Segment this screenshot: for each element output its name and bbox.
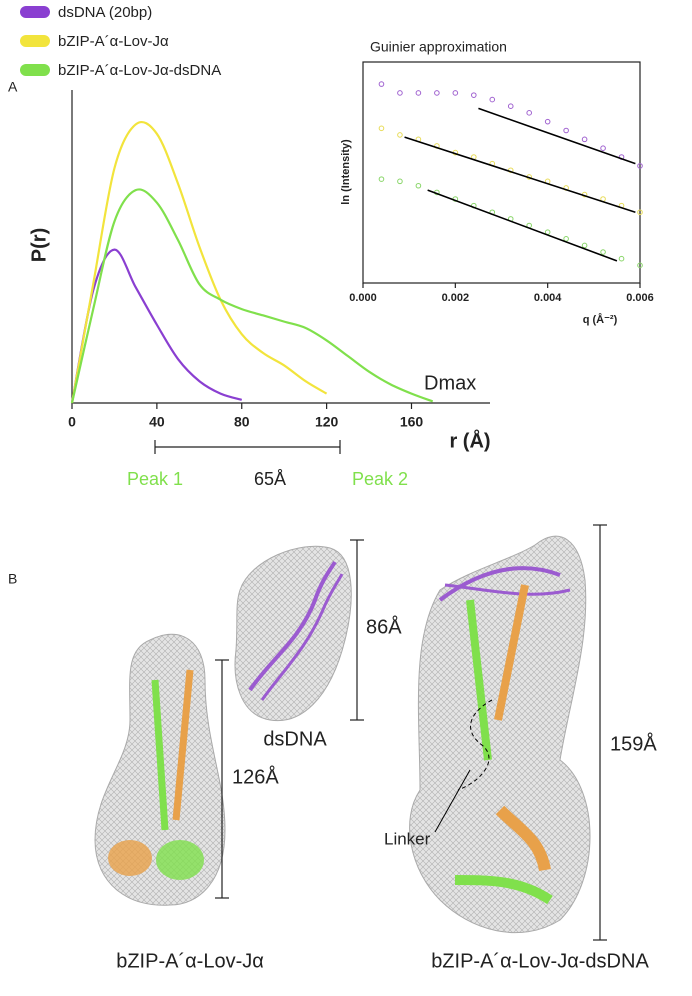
x-tick-label: 0.002	[442, 292, 470, 304]
data-point	[637, 163, 643, 169]
legend-label: dsDNA (20bp)	[58, 4, 152, 21]
data-point	[489, 96, 496, 103]
data-point	[600, 249, 606, 255]
data-point	[581, 136, 588, 143]
x-tick-label: 0.000	[349, 292, 377, 304]
distance-label: 65Å	[254, 469, 286, 489]
fit-line	[478, 107, 636, 165]
x-tick-label: 80	[234, 414, 250, 430]
data-point	[378, 125, 385, 132]
data-point	[637, 262, 643, 269]
data-point	[397, 90, 403, 96]
peak-label: Peak 1	[127, 469, 183, 489]
x-tick-label: 40	[149, 414, 165, 430]
y-axis-label: P(r)	[28, 228, 50, 262]
inset-y-label: ln (Intensity)	[340, 139, 352, 205]
data-point	[526, 110, 533, 116]
data-point	[397, 132, 403, 138]
structure-name: bZIP-A´α-Lov-Jα-dsDNA	[431, 950, 649, 972]
data-point	[452, 90, 459, 96]
dsdna-structure	[234, 545, 352, 722]
data-point	[378, 176, 385, 182]
data-point	[434, 90, 440, 96]
data-point	[618, 255, 625, 262]
legend: dsDNA (20bp) bZIP-A´α-Lov-Jα bZIP-A´α-Lov-…	[20, 4, 221, 79]
dimension-label: 126Å	[232, 765, 279, 788]
data-point	[600, 145, 606, 151]
dimension-label: 86Å	[366, 615, 402, 638]
data-point	[397, 178, 403, 185]
legend-label: bZIP-A´α-Lov-Jα	[58, 33, 169, 50]
complex-structure	[409, 535, 591, 934]
data-point	[507, 103, 514, 109]
data-point	[415, 90, 422, 96]
dmax-label: Dmax	[424, 372, 476, 394]
scale-bars	[215, 524, 607, 941]
structure-name: bZIP-A´α-Lov-Jα	[116, 950, 264, 972]
linker-label: Linker	[384, 829, 431, 848]
fit-line	[427, 189, 618, 262]
data-point	[637, 209, 643, 216]
x-tick-label: 0	[68, 414, 76, 430]
x-tick-label: 120	[315, 414, 339, 430]
legend-swatch	[20, 35, 50, 47]
panel-label: B	[8, 571, 17, 587]
data-point	[544, 118, 551, 125]
x-tick-label: 0.006	[626, 292, 654, 304]
panel-label: A	[8, 79, 18, 95]
distance-bar	[154, 440, 341, 454]
dimension-label: 159Å	[610, 732, 657, 755]
inset-title: Guinier approximation	[370, 39, 507, 55]
data-point	[581, 242, 588, 249]
structure-name: dsDNA	[263, 728, 327, 750]
fit-line	[404, 136, 636, 214]
legend-label: bZIP-A´α-Lov-Jα-dsDNA	[58, 62, 221, 79]
x-axis-label: r (Å)	[449, 428, 490, 452]
x-tick-label: 160	[400, 414, 424, 430]
series-line	[70, 188, 434, 404]
legend-swatch	[20, 64, 50, 76]
bzip-structure	[94, 633, 226, 906]
data-point	[563, 127, 569, 134]
inset-x-label: q (Å⁻²)	[583, 313, 618, 326]
legend-swatch	[20, 6, 50, 18]
x-tick-label: 0.004	[534, 292, 562, 304]
peak-label: Peak 2	[352, 469, 408, 489]
data-point	[378, 81, 385, 87]
inset-frame	[362, 61, 641, 284]
data-point	[415, 182, 422, 189]
series-line	[70, 248, 243, 404]
data-point	[471, 92, 477, 98]
series-line	[70, 120, 328, 404]
